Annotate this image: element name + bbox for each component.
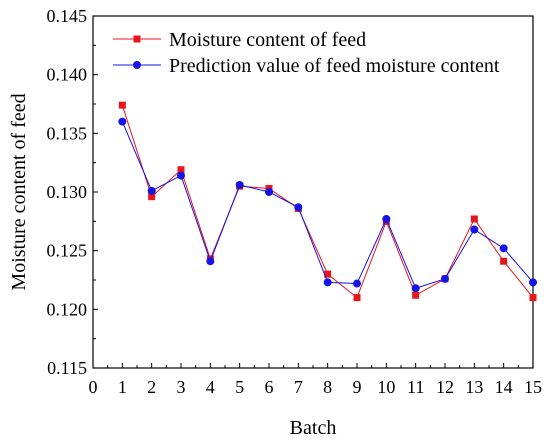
y-tick-label: 0.120 <box>47 299 88 319</box>
x-tick-label: 11 <box>407 377 424 397</box>
data-point <box>529 278 537 287</box>
data-point <box>412 291 420 299</box>
legend-label: Prediction value of feed moisture conten… <box>169 55 500 77</box>
data-point <box>206 257 215 266</box>
x-tick-label: 7 <box>294 377 303 397</box>
data-point <box>470 225 479 234</box>
y-tick-label: 0.135 <box>47 123 88 143</box>
data-point <box>499 244 508 253</box>
x-tick-label: 10 <box>377 377 395 397</box>
data-point <box>118 117 127 126</box>
data-point <box>529 294 537 302</box>
y-tick-label: 0.125 <box>47 241 88 261</box>
series-1 <box>118 101 537 302</box>
y-tick-label: 0.145 <box>47 6 88 26</box>
x-axis-title: Batch <box>290 417 337 439</box>
series-line <box>121 105 534 299</box>
x-tick-label: 2 <box>147 377 156 397</box>
series-2 <box>118 117 537 293</box>
x-tick-label: 13 <box>465 377 483 397</box>
series-line <box>121 121 534 289</box>
data-point <box>353 279 361 288</box>
y-axis-title: Moisture content of feed <box>8 93 30 290</box>
legend-marker <box>133 61 141 69</box>
x-tick-label: 9 <box>353 377 362 397</box>
y-tick-label: 0.140 <box>47 65 88 85</box>
data-point <box>441 274 449 283</box>
x-tick-label: 5 <box>235 377 244 397</box>
data-point <box>147 186 156 195</box>
x-axis-ticks: 0 1 2 3 4 5 6 7 8 9 10 11 12 13 14 15 <box>89 363 542 397</box>
data-point <box>500 257 508 265</box>
data-point <box>411 284 420 293</box>
series-layer <box>118 101 537 302</box>
x-tick-label: 14 <box>495 377 513 397</box>
data-point <box>148 193 156 201</box>
data-point <box>470 215 478 223</box>
x-tick-label: 4 <box>206 377 215 397</box>
x-tick-label: 15 <box>524 377 542 397</box>
legend-label: Moisture content of feed <box>169 29 366 51</box>
x-tick-label: 0 <box>89 377 98 397</box>
x-tick-label: 6 <box>265 377 274 397</box>
x-tick-label: 1 <box>118 377 127 397</box>
data-point <box>177 171 185 180</box>
legend-item-1: Moisture content of feed <box>113 29 366 51</box>
data-point <box>177 166 185 174</box>
data-point <box>265 188 273 196</box>
y-tick-label: 0.130 <box>47 182 88 202</box>
data-point <box>323 278 332 287</box>
data-point <box>353 294 361 302</box>
data-point <box>382 214 391 223</box>
x-tick-label: 12 <box>436 377 454 397</box>
y-axis-ticks: 0.115 0.120 0.125 0.130 0.135 0.140 0.145 <box>47 6 98 378</box>
legend-item-2: Prediction value of feed moisture conten… <box>113 55 500 77</box>
legend: Moisture content of feed Prediction value… <box>113 29 500 77</box>
data-point <box>294 203 303 212</box>
x-tick-label: 8 <box>323 377 332 397</box>
legend-marker <box>133 35 141 43</box>
data-point <box>118 101 126 109</box>
data-point <box>235 180 244 189</box>
data-point <box>324 270 332 278</box>
x-tick-label: 3 <box>177 377 186 397</box>
y-tick-label: 0.115 <box>47 358 87 378</box>
